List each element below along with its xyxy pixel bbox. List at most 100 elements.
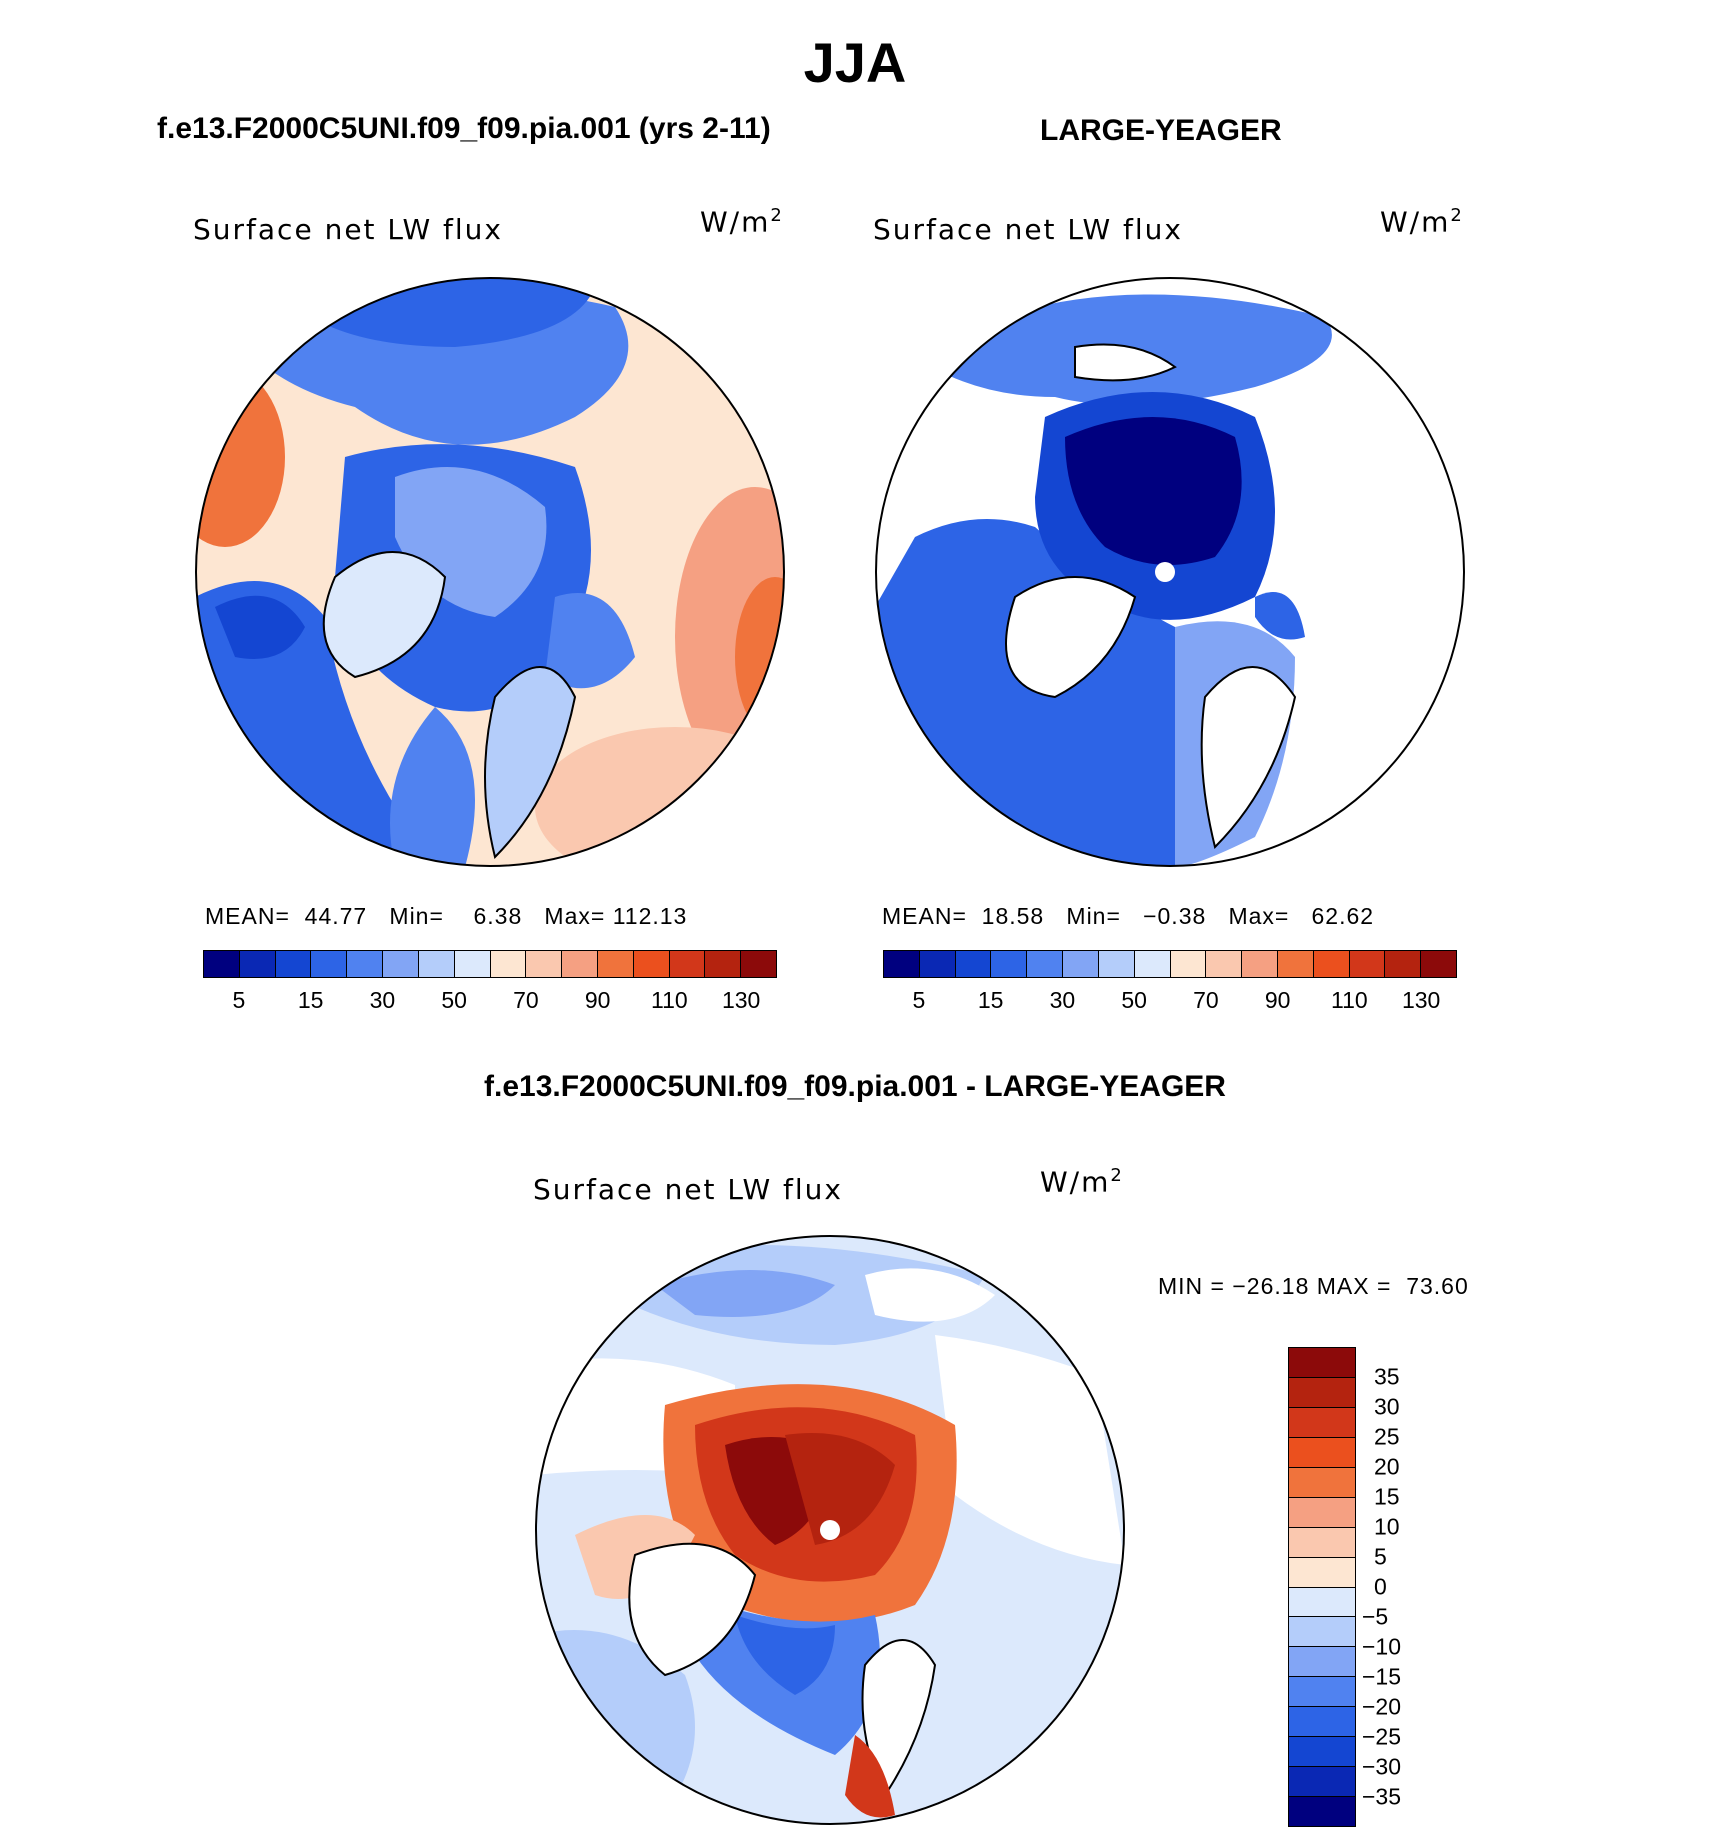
model-polar-map xyxy=(195,277,785,867)
colorbar-swatch xyxy=(1242,951,1278,977)
colorbar-swatch xyxy=(204,951,240,977)
obs-min: −0.38 xyxy=(1143,903,1207,929)
colorbar-swatch xyxy=(919,951,956,977)
colorbar-swatch xyxy=(1289,1527,1355,1558)
pole-marker xyxy=(1155,562,1175,582)
colorbar-swatch xyxy=(1277,951,1314,977)
colorbar-swatch xyxy=(741,951,776,977)
obs-plot-title: Surface net LW flux xyxy=(873,213,1183,246)
colorbar-swatch xyxy=(1313,951,1350,977)
colorbar-tick-label: 0 xyxy=(1374,1573,1387,1600)
colorbar-swatch xyxy=(275,951,312,977)
colorbar-swatch xyxy=(1289,1677,1355,1708)
colorbar-swatch xyxy=(1385,951,1422,977)
colorbar-swatch xyxy=(705,951,742,977)
colorbar-swatch xyxy=(1289,1707,1355,1738)
colorbar-tick-label: −15 xyxy=(1362,1663,1402,1690)
colorbar-swatch xyxy=(1349,951,1386,977)
colorbar-swatch xyxy=(1289,1467,1355,1498)
colorbar-swatch xyxy=(1289,1737,1355,1768)
figure-title: JJA xyxy=(803,31,907,94)
colorbar-swatch xyxy=(1289,1437,1355,1468)
colorbar-swatch xyxy=(1289,1587,1355,1618)
colorbar-tick-label: 35 xyxy=(1374,1363,1400,1390)
colorbar-swatch xyxy=(991,951,1028,977)
colorbar-tick-label: 70 xyxy=(513,987,539,1013)
colorbar-swatch xyxy=(383,951,419,977)
colorbar-tick-label: 50 xyxy=(441,987,467,1013)
colorbar-swatch xyxy=(454,951,491,977)
colorbar-swatch xyxy=(1289,1348,1355,1378)
colorbar-tick-label: 5 xyxy=(912,987,926,1013)
colorbar-tick-label: 130 xyxy=(1401,987,1441,1013)
model-mean: 44.77 xyxy=(304,903,368,929)
obs-max: 62.62 xyxy=(1311,903,1375,929)
diff-label: f.e13.F2000C5UNI.f09_f09.pia.001 - LARGE… xyxy=(484,1070,1226,1103)
colorbar-swatch xyxy=(633,951,670,977)
pole-marker xyxy=(820,1520,840,1540)
colorbar-swatch xyxy=(884,951,920,977)
colorbar-swatch xyxy=(1289,1767,1355,1798)
colorbar-tick-label: 10 xyxy=(1374,1513,1400,1540)
colorbar-tick-label: 30 xyxy=(1374,1393,1400,1420)
colorbar-swatch xyxy=(1289,1797,1355,1826)
obs-colorbar xyxy=(883,950,1457,978)
colorbar-tick-label: 20 xyxy=(1374,1453,1400,1480)
model-min: 6.38 xyxy=(473,903,523,929)
colorbar-tick-label: 30 xyxy=(1049,987,1076,1013)
model-max: 112.13 xyxy=(612,903,688,929)
colorbar-swatch xyxy=(311,951,348,977)
colorbar-swatch xyxy=(1134,951,1171,977)
colorbar-tick-label: −5 xyxy=(1362,1603,1389,1630)
colorbar-tick-label: 130 xyxy=(721,987,761,1013)
colorbar-swatch xyxy=(490,951,527,977)
diff-units: W/m2 xyxy=(1040,1165,1124,1199)
model-stats: MEAN= 44.77 Min= 6.38 Max= 112.13 xyxy=(205,903,688,929)
colorbar-tick-label: 25 xyxy=(1374,1423,1400,1450)
diff-colorbar-ticks: 35 30 25 20 15 10 5 0 −5 −10 −15 −20 −25 −30 −35 xyxy=(1362,1347,1422,1827)
colorbar-swatch xyxy=(1170,951,1207,977)
colorbar-tick-label: 15 xyxy=(297,987,324,1013)
colorbar-swatch xyxy=(1289,1377,1355,1408)
model-plot-title: Surface net LW flux xyxy=(193,213,503,246)
colorbar-swatch xyxy=(1098,951,1135,977)
obs-colorbar-ticks: 5 15 30 50 70 90 110 130 xyxy=(883,987,1457,1017)
colorbar-tick-label: 50 xyxy=(1121,987,1147,1013)
colorbar-swatch xyxy=(1421,951,1456,977)
colorbar-swatch xyxy=(1289,1647,1355,1678)
colorbar-tick-label: −25 xyxy=(1362,1723,1402,1750)
colorbar-tick-label: 5 xyxy=(232,987,246,1013)
obs-mean: 18.58 xyxy=(981,903,1045,929)
diff-colorbar xyxy=(1288,1347,1356,1827)
colorbar-swatch xyxy=(1289,1557,1355,1588)
colorbar-swatch xyxy=(1206,951,1243,977)
colorbar-tick-label: −20 xyxy=(1362,1693,1402,1720)
colorbar-swatch xyxy=(597,951,634,977)
colorbar-swatch xyxy=(1289,1617,1355,1648)
model-colorbar xyxy=(203,950,777,978)
colorbar-tick-label: 5 xyxy=(1374,1543,1387,1570)
colorbar-tick-label: 110 xyxy=(651,987,688,1013)
colorbar-tick-label: −10 xyxy=(1362,1633,1402,1660)
colorbar-tick-label: 90 xyxy=(1264,987,1291,1013)
case-label: f.e13.F2000C5UNI.f09_f09.pia.001 (yrs 2-… xyxy=(157,112,771,145)
colorbar-swatch xyxy=(1289,1497,1355,1528)
obs-polar-map xyxy=(875,277,1465,867)
colorbar-tick-label: 30 xyxy=(369,987,396,1013)
colorbar-swatch xyxy=(347,951,384,977)
colorbar-swatch xyxy=(418,951,455,977)
model-units: W/m2 xyxy=(700,205,784,239)
colorbar-tick-label: 15 xyxy=(1374,1483,1400,1510)
diff-minmax: MIN = −26.18 MAX = 73.60 xyxy=(1158,1273,1469,1299)
colorbar-swatch xyxy=(955,951,992,977)
obs-label: LARGE-YEAGER xyxy=(1040,114,1282,147)
colorbar-tick-label: −30 xyxy=(1362,1753,1402,1780)
colorbar-tick-label: 110 xyxy=(1331,987,1368,1013)
colorbar-swatch xyxy=(239,951,276,977)
colorbar-tick-label: 15 xyxy=(977,987,1004,1013)
colorbar-tick-label: −35 xyxy=(1362,1783,1402,1810)
obs-stats: MEAN= 18.58 Min= −0.38 Max= 62.62 xyxy=(882,903,1375,929)
model-colorbar-ticks: 5 15 30 50 70 90 110 130 xyxy=(203,987,777,1017)
colorbar-swatch xyxy=(1063,951,1099,977)
colorbar-swatch xyxy=(669,951,706,977)
